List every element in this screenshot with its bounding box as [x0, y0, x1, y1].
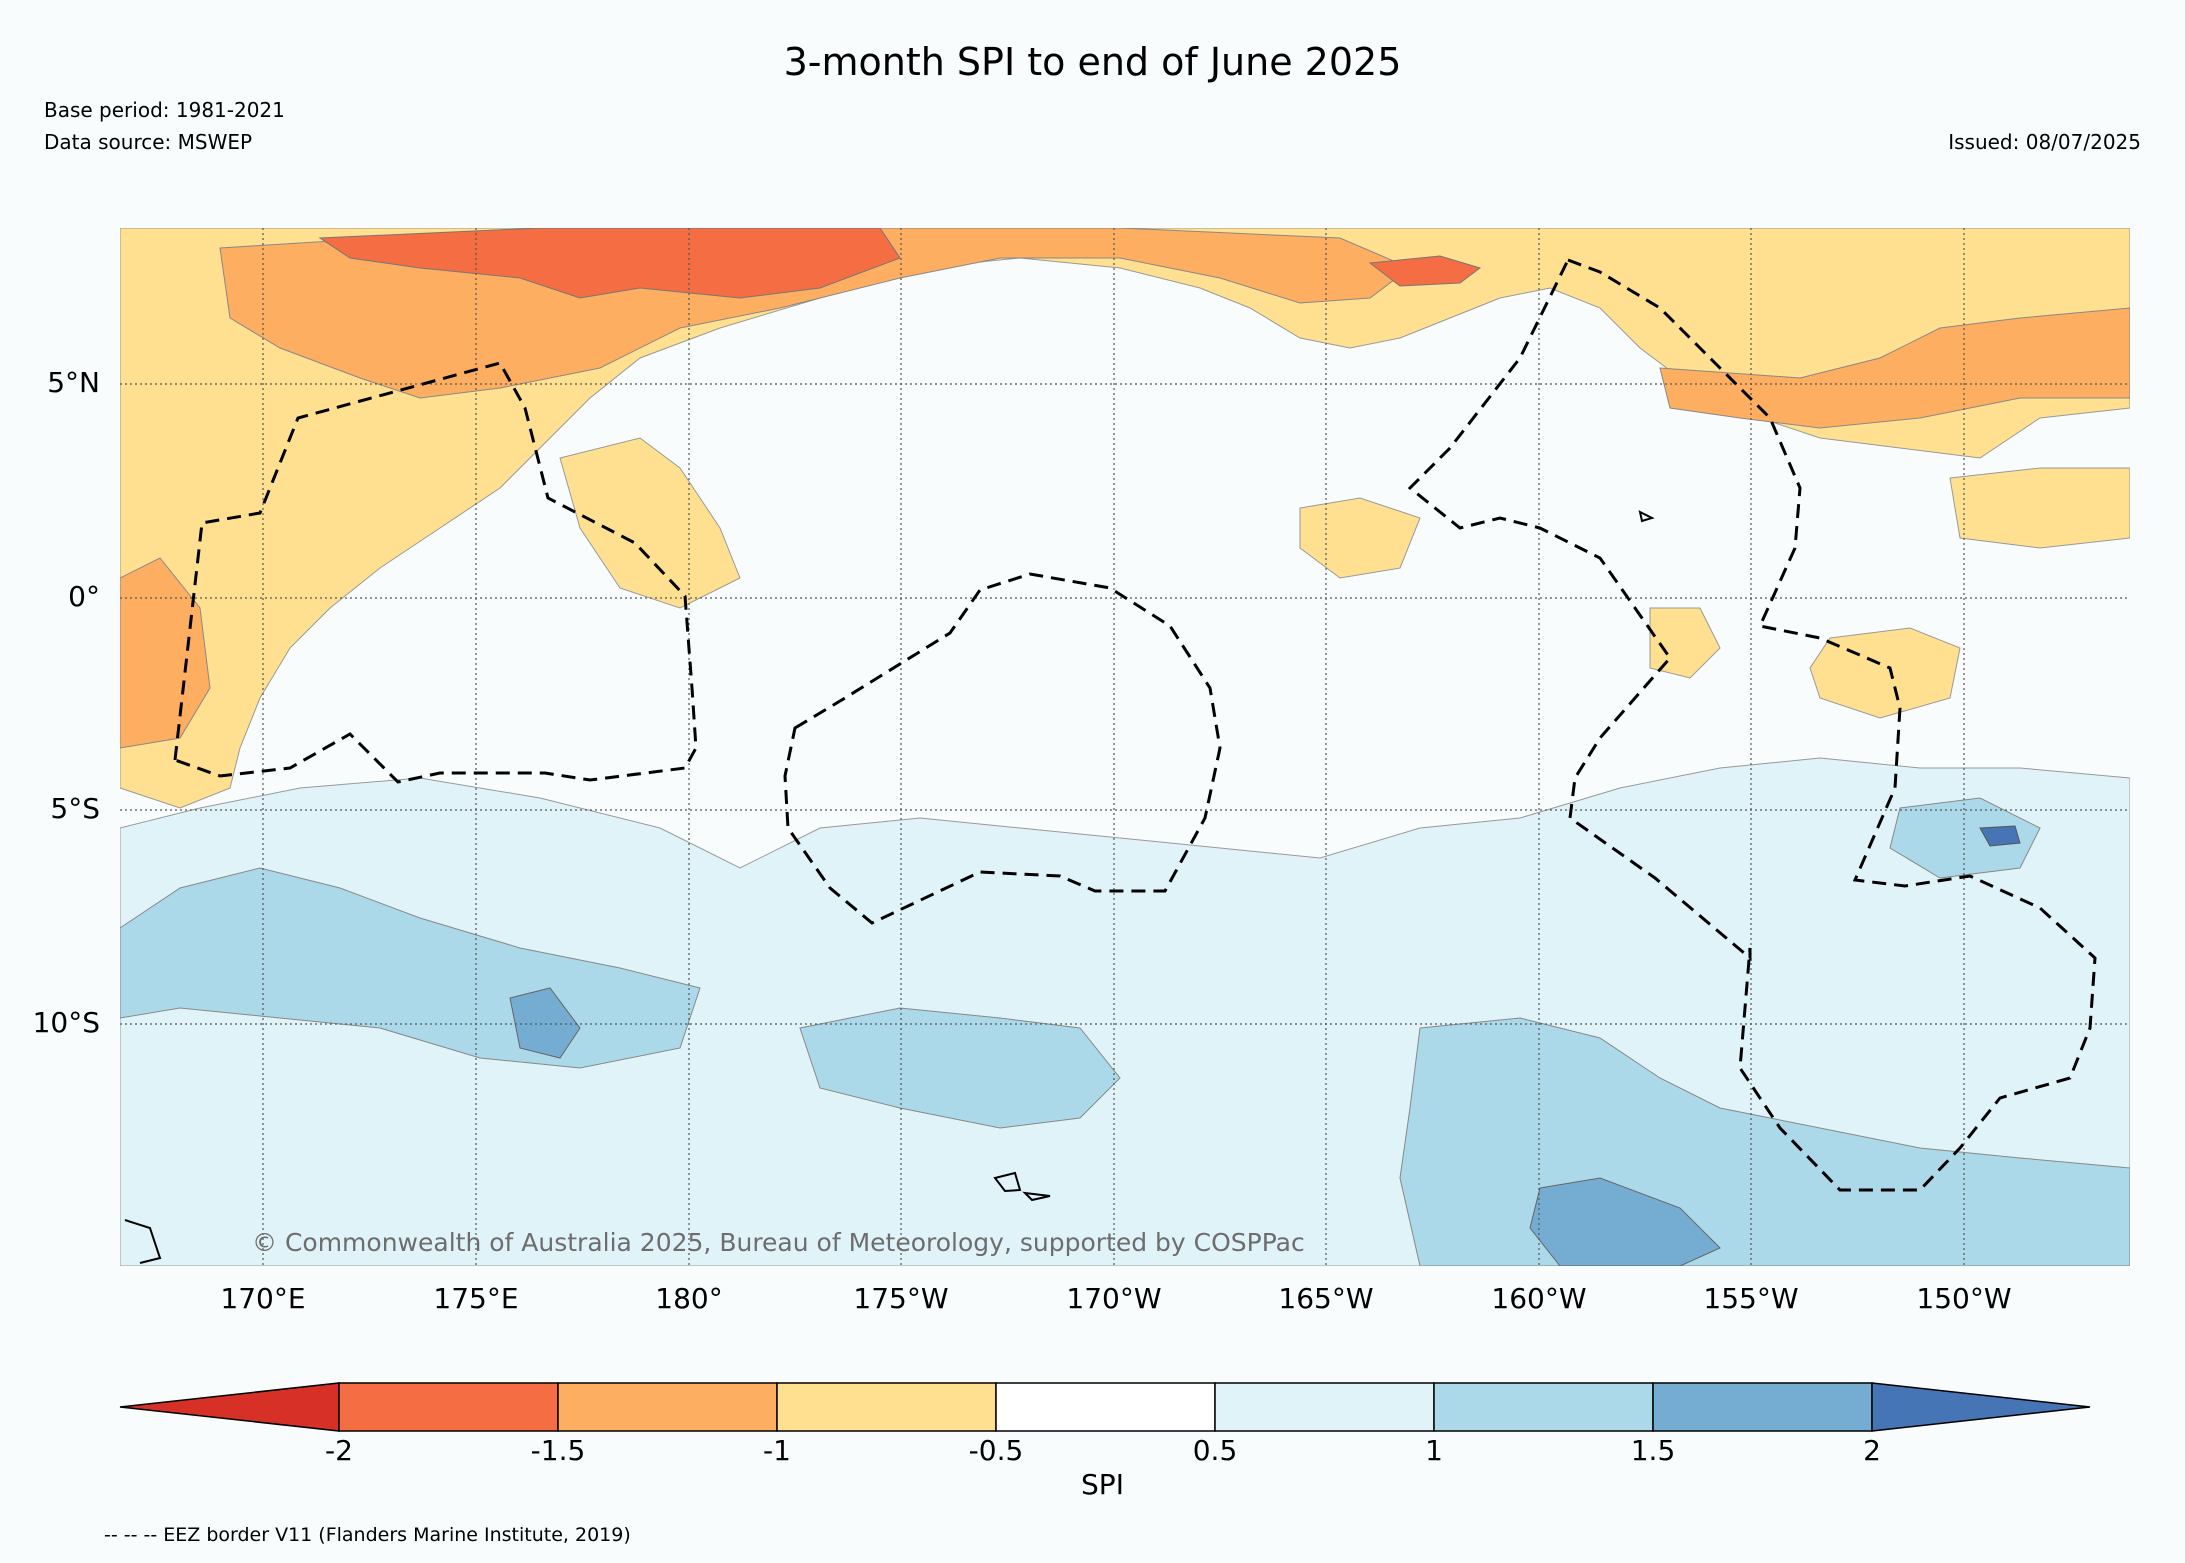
spi-blue-east: [1889, 797, 2041, 879]
lon-label-160w: 160°W: [1491, 1282, 1587, 1315]
colorbar-tick-label: -1.5: [530, 1434, 586, 1467]
island-4: [124, 1219, 162, 1264]
islands: [124, 510, 1655, 1264]
colorbar-tick-label: -2: [325, 1434, 353, 1467]
lon-label-180: 180°: [655, 1282, 723, 1315]
colorbar-bin-5: [1214, 1382, 1435, 1432]
graticule: [120, 228, 2130, 1266]
map-title: 3-month SPI to end of June 2025: [783, 40, 1402, 84]
colorbar-bin-6: [1433, 1382, 1654, 1432]
eez-legend-note: -- -- -- EEZ border V11 (Flanders Marine…: [104, 1524, 631, 1546]
issued-date: Issued: 08/07/2025: [1948, 130, 2141, 154]
colorbar-bin-3: [776, 1382, 997, 1432]
island-1: [993, 1171, 1022, 1193]
spi-mid-blue-south-east: [1529, 1177, 1721, 1266]
island-3: [1638, 510, 1655, 523]
lon-label-150w: 150°W: [1916, 1282, 2012, 1315]
colorbar: [119, 1382, 2091, 1432]
lat-label-5n: 5°N: [47, 366, 100, 399]
base-period: Base period: 1981-2021: [44, 98, 285, 122]
lon-label-165w: 165°W: [1278, 1282, 1374, 1315]
lat-label-5s: 5°S: [50, 792, 100, 825]
colorbar-bin-1: [338, 1382, 559, 1432]
eez-borders: [173, 258, 2097, 1192]
colorbar-extend-low: [119, 1382, 340, 1432]
colorbar-tick-label: 1: [1425, 1434, 1443, 1467]
spi-yellow-east-patch-2: [1949, 467, 2130, 549]
spi-mid-blue-south-west: [509, 987, 581, 1059]
spi-yellow-central-patch: [1299, 497, 1421, 579]
spi-red-north-east: [1368, 255, 1482, 287]
spi-orange-east: [1659, 307, 2130, 429]
colorbar-extend-high: [1871, 1382, 2091, 1432]
data-source: Data source: MSWEP: [44, 130, 253, 154]
colorbar-label: SPI: [1081, 1468, 1124, 1501]
spi-red-north: [318, 228, 901, 299]
lat-label-0: 0°: [68, 580, 100, 613]
spi-orange-west-patch: [120, 557, 211, 749]
lon-label-175e: 175°E: [433, 1282, 519, 1315]
eez-border-central: [783, 572, 1222, 925]
spi-dark-blue-east: [1979, 825, 2021, 847]
colorbar-bin-2: [557, 1382, 778, 1432]
colorbar-bin-7: [1652, 1382, 1873, 1432]
lon-label-170w: 170°W: [1066, 1282, 1162, 1315]
colorbar-bin-4: [995, 1382, 1216, 1432]
colorbar-tick-label: -0.5: [968, 1434, 1024, 1467]
lat-label-10s: 10°S: [32, 1006, 100, 1039]
colorbar-tick-label: -1: [763, 1434, 791, 1467]
colorbar-tick-label: 1.5: [1630, 1434, 1676, 1467]
eez-border-west: [173, 361, 698, 784]
spi-yellow-south-patch: [1649, 607, 1721, 679]
colorbar-tick-label: 0.5: [1192, 1434, 1238, 1467]
copyright-notice: © Commonwealth of Australia 2025, Bureau…: [252, 1228, 1305, 1257]
spi-yellow-west-patch: [559, 437, 741, 609]
lon-label-175w: 175°W: [853, 1282, 949, 1315]
spi-blue-south-central: [799, 1007, 1121, 1129]
island-2: [1022, 1191, 1051, 1202]
colorbar-tick-label: 2: [1863, 1434, 1881, 1467]
lon-label-170e: 170°E: [220, 1282, 306, 1315]
lon-label-155w: 155°W: [1703, 1282, 1799, 1315]
spi-map: [120, 228, 2130, 1266]
